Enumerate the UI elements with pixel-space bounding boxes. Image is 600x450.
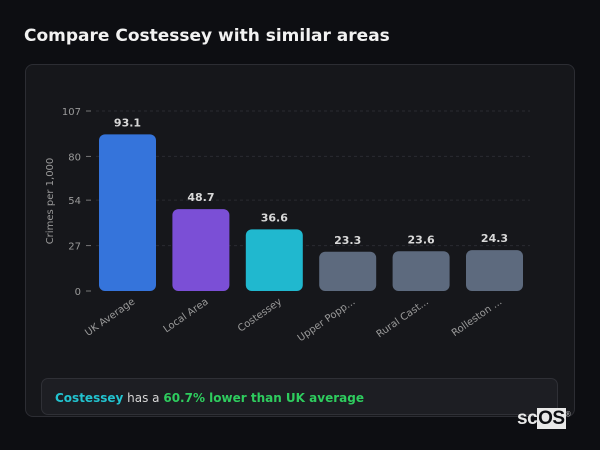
y-tick-label: 0 <box>75 287 81 298</box>
bar-4 <box>392 251 450 291</box>
bar-3 <box>319 251 377 291</box>
bar-0 <box>99 134 156 291</box>
bar-1 <box>172 209 230 291</box>
comparison-highlight: 60.7% lower than UK average <box>163 391 364 405</box>
x-tick-label: UK Average <box>83 296 137 338</box>
area-name: Costessey <box>55 391 124 405</box>
y-tick-label: 27 <box>68 242 81 253</box>
comparison-summary: Costessey has a 60.7% lower than UK aver… <box>41 378 558 415</box>
bar-value-label: 23.6 <box>408 233 435 246</box>
bar-value-label: 93.1 <box>114 116 141 129</box>
bar-value-label: 48.7 <box>187 191 214 204</box>
bar-2 <box>245 229 303 291</box>
bar-value-label: 24.3 <box>481 232 508 245</box>
page-title: Compare Costessey with similar areas <box>24 26 390 46</box>
y-tick-label: 54 <box>68 196 81 207</box>
x-tick-label: Upper Popp... <box>296 296 358 344</box>
y-tick-label: 80 <box>68 152 81 163</box>
bar-value-label: 23.3 <box>334 234 361 247</box>
x-tick-label: Local Area <box>162 296 211 335</box>
bar-5 <box>466 250 523 291</box>
y-tick-label: 107 <box>62 107 81 118</box>
bar-value-label: 36.6 <box>261 211 288 224</box>
x-tick-label: Rolleston ... <box>450 296 504 339</box>
scos-logo: scOS® <box>517 408 571 429</box>
x-tick-label: Rural Cast... <box>375 296 431 340</box>
x-tick-label: Costessey <box>236 296 284 334</box>
y-axis-label: Crimes per 1,000 <box>45 158 56 245</box>
summary-text: has a <box>123 391 164 405</box>
